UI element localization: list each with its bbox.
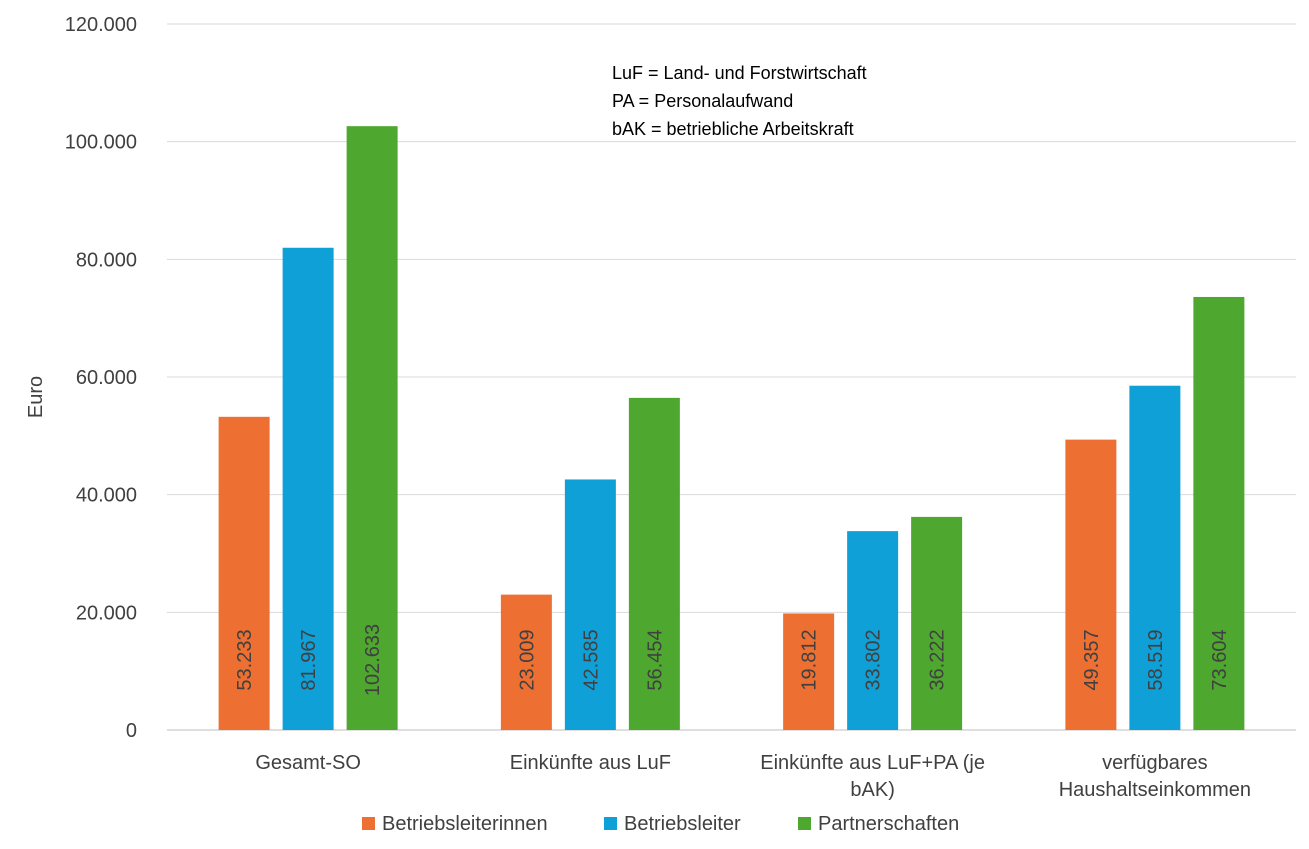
bar: [1129, 385, 1181, 730]
data-label: 102.633: [362, 624, 384, 696]
y-tick-label: 120.000: [65, 14, 137, 36]
y-axis-label: Euro: [25, 376, 47, 418]
data-label: 36.222: [927, 629, 949, 690]
bar: [218, 416, 270, 730]
data-label: 73.604: [1209, 629, 1231, 690]
bar: [346, 126, 398, 731]
bar: [564, 479, 616, 730]
annotation-line: bAK = betriebliche Arbeitskraft: [612, 119, 854, 139]
legend-label: Betriebsleiterinnen: [382, 813, 548, 835]
bar: [628, 397, 680, 730]
data-label: 33.802: [863, 629, 885, 690]
data-label: 56.454: [644, 629, 666, 690]
category-label: Haushaltseinkommen: [1059, 779, 1251, 801]
legend-swatch: [362, 817, 375, 830]
y-tick-label: 40.000: [76, 485, 137, 507]
bar: [1065, 439, 1117, 730]
data-label: 81.967: [298, 629, 320, 690]
bar: [783, 613, 835, 730]
data-label: 58.519: [1145, 629, 1167, 690]
category-label: bAK): [850, 779, 894, 801]
data-label: 42.585: [580, 629, 602, 690]
y-tick-label: 100.000: [65, 132, 137, 154]
data-label: 49.357: [1081, 629, 1103, 690]
annotation-line: PA = Personalaufwand: [612, 91, 793, 111]
y-axis-ticks: 0 20.000 40.000 60.000 80.000 100.000 120.000: [65, 14, 137, 742]
legend-label: Betriebsleiter: [624, 813, 741, 835]
data-label: 53.233: [234, 629, 256, 690]
data-label: 19.812: [799, 629, 821, 690]
y-tick-label: 80.000: [76, 249, 137, 271]
data-label: 23.009: [516, 629, 538, 690]
data-labels: 53.233 23.009 19.812 49.357 81.967 42.585 33.8…: [234, 624, 1231, 696]
y-tick-label: 60.000: [76, 367, 137, 389]
bar: [500, 594, 552, 730]
legend-swatch: [604, 817, 617, 830]
category-label: Einkünfte aus LuF+PA (je: [760, 752, 985, 774]
bar: [847, 531, 899, 730]
category-label: Einkünfte aus LuF: [510, 752, 671, 774]
annotation-line: LuF = Land- und Forstwirtschaft: [612, 63, 867, 83]
y-tick-label: 20.000: [76, 602, 137, 624]
legend: Betriebsleiterinnen Betriebsleiter Partner…: [362, 813, 959, 835]
bar: [1193, 296, 1245, 730]
y-tick-label: 0: [126, 720, 137, 742]
category-label: verfügbares: [1102, 752, 1208, 774]
legend-swatch: [798, 817, 811, 830]
annotation-box: LuF = Land- und Forstwirtschaft PA = Pers…: [612, 63, 867, 139]
legend-label: Partnerschaften: [818, 813, 959, 835]
bars: [218, 126, 1245, 731]
category-label: Gesamt-SO: [255, 752, 361, 774]
bar: [282, 247, 334, 731]
x-axis-categories: Gesamt-SO Einkünfte aus LuF Einkünfte aus …: [255, 752, 1251, 801]
bar: [911, 516, 963, 730]
